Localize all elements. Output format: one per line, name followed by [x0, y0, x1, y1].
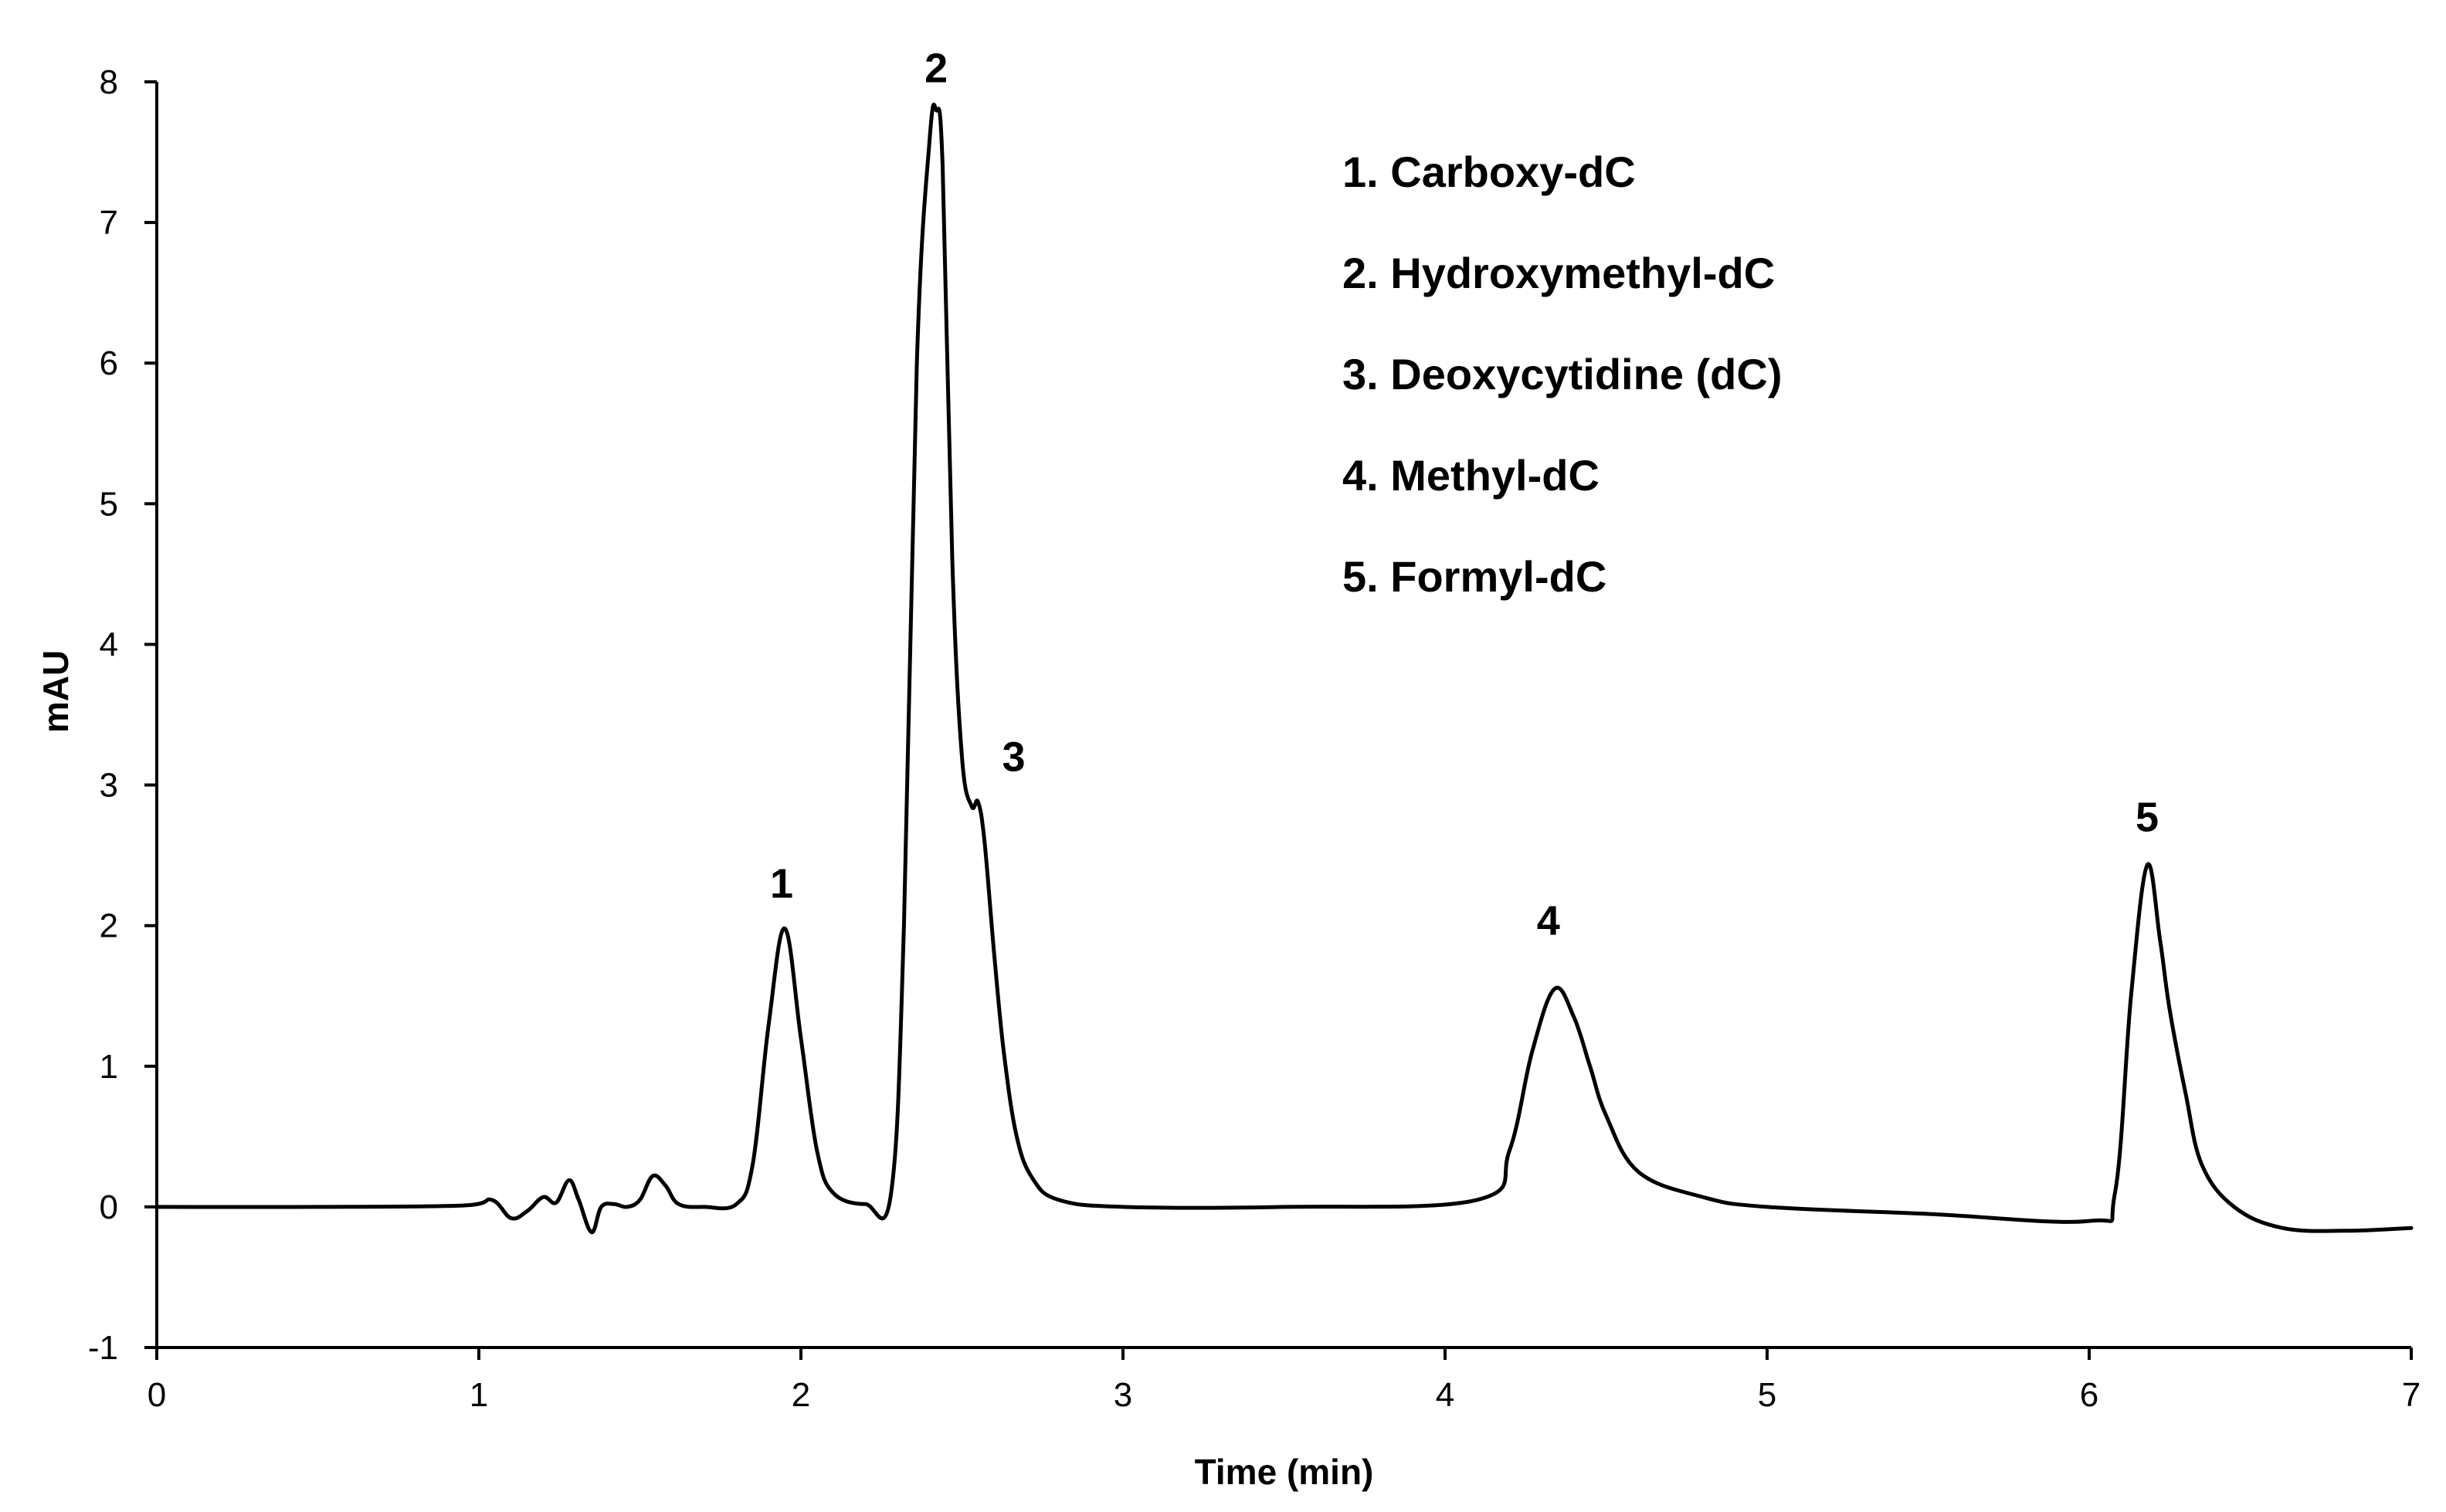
x-axis-title: Time (min): [1195, 1452, 1374, 1492]
x-tick-label: 4: [1436, 1376, 1454, 1414]
peak-label-2: 2: [924, 45, 948, 91]
y-tick-label: 3: [100, 767, 118, 805]
axes: -1 0 1 2 3 4 5 6 7 8 0 1 2 3 4 5 6 7: [88, 63, 2421, 1414]
y-tick-label: 4: [100, 625, 118, 663]
peak-label-5: 5: [2136, 794, 2159, 840]
x-tick-label: 0: [148, 1376, 166, 1414]
y-tick-label: 8: [100, 63, 118, 101]
legend: 1. Carboxy-dC 2. Hydroxymethyl-dC 3. Deoxy…: [1342, 147, 1782, 601]
x-tick-label: 2: [792, 1376, 810, 1414]
y-tick-label: 1: [100, 1048, 118, 1086]
peak-labels: 1 2 3 4 5: [770, 45, 2159, 944]
series-layer: [154, 102, 2414, 1235]
x-tick-label: 3: [1114, 1376, 1132, 1414]
x-tick-label: 5: [1758, 1376, 1776, 1414]
peak-label-1: 1: [770, 860, 793, 907]
chromatogram-line: [154, 102, 2414, 1235]
x-tick-label: 6: [2080, 1376, 2098, 1414]
legend-item: 5. Formyl-dC: [1342, 552, 1606, 601]
peak-label-4: 4: [1537, 898, 1560, 944]
y-tick-label: 2: [100, 907, 118, 945]
y-tick-label: 0: [100, 1188, 118, 1226]
legend-item: 3. Deoxycytidine (dC): [1342, 350, 1782, 398]
legend-item: 1. Carboxy-dC: [1342, 147, 1636, 196]
y-tick-label: 6: [100, 344, 118, 382]
y-axis-title: mAU: [36, 650, 76, 733]
x-tick-label: 1: [470, 1376, 488, 1414]
legend-item: 2. Hydroxymethyl-dC: [1342, 249, 1775, 297]
y-tick-label: -1: [88, 1329, 118, 1367]
x-tick-label: 7: [2402, 1376, 2421, 1414]
legend-item: 4. Methyl-dC: [1342, 451, 1600, 500]
y-tick-label: 7: [100, 204, 118, 242]
y-tick-label: 5: [100, 485, 118, 523]
peak-label-3: 3: [1002, 734, 1025, 780]
